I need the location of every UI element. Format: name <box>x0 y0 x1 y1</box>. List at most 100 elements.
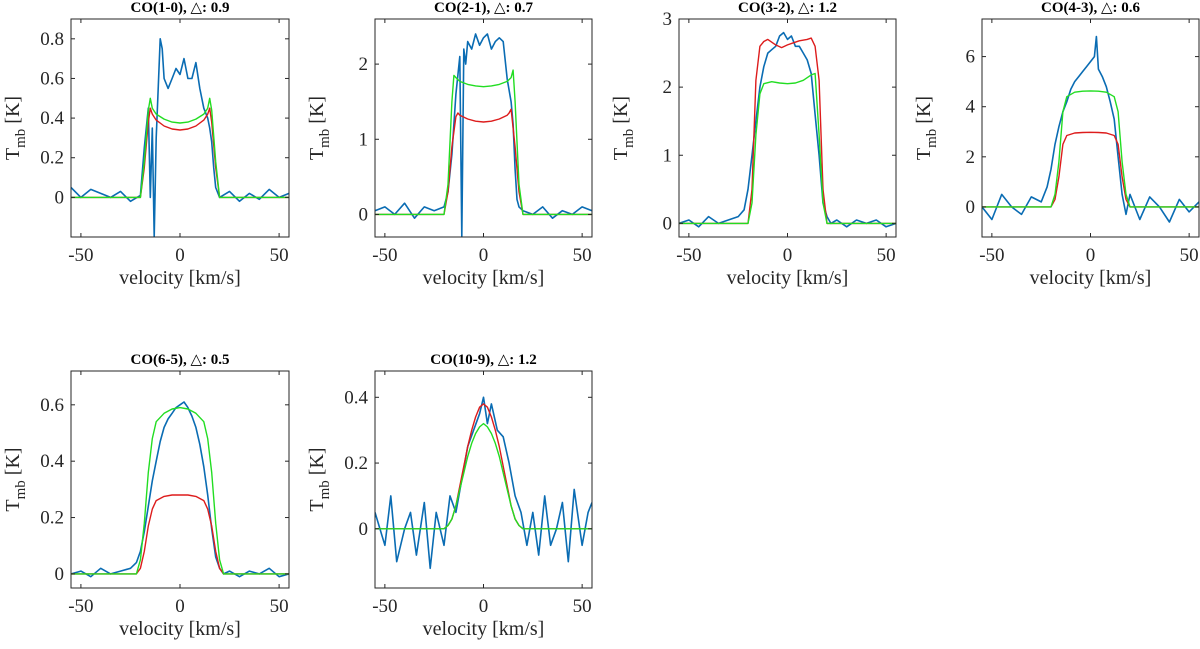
subplot-title: CO(3-2), △: 1.2 <box>738 0 837 16</box>
y-axis-label-main: T <box>610 148 632 160</box>
y-axis-label-main: T <box>306 499 328 511</box>
x-tick-label: 0 <box>783 245 793 266</box>
y-tick-label: 0.2 <box>344 453 368 474</box>
model-green-line <box>982 90 1199 208</box>
x-tick-label: -50 <box>676 245 701 266</box>
y-axis-label-subscript: mb <box>924 129 940 148</box>
model-red-line <box>71 107 289 199</box>
y-tick-label: 0.8 <box>40 29 64 50</box>
subplot-title: CO(1-0), △: 0.9 <box>130 0 229 16</box>
model-green-line <box>71 406 289 575</box>
y-axis-label-subscript: mb <box>13 480 29 499</box>
y-axis-label-unit: [K] <box>306 96 328 129</box>
y-axis-label-subscript: mb <box>317 480 333 499</box>
x-axis-label: velocity [km/s] <box>119 618 241 640</box>
y-tick-label: 0 <box>359 519 369 540</box>
x-tick-label: 0 <box>479 245 489 266</box>
observed-spectrum-line <box>71 401 289 578</box>
y-axis-label-main: T <box>306 148 328 160</box>
y-axis-label-unit: [K] <box>913 96 935 129</box>
y-axis-label: Tmb [K] <box>610 96 637 160</box>
x-tick-label: 0 <box>175 596 185 617</box>
y-tick-label: 0.2 <box>40 508 64 529</box>
y-tick-label: 2 <box>359 54 369 75</box>
x-tick-label: -50 <box>372 245 397 266</box>
x-tick-label: -50 <box>979 245 1004 266</box>
y-tick-label: 0.4 <box>40 108 64 129</box>
y-tick-label: 0 <box>55 564 65 585</box>
y-tick-label: 2 <box>966 147 976 168</box>
x-tick-label: 50 <box>270 596 289 617</box>
observed-spectrum-line <box>679 31 896 228</box>
x-axis-label: velocity [km/s] <box>119 267 241 289</box>
model-green-line <box>375 422 592 530</box>
x-tick-label: 0 <box>175 245 185 266</box>
y-tick-label: 6 <box>966 47 976 68</box>
y-tick-label: 0.2 <box>40 148 64 169</box>
axes-box <box>374 18 593 238</box>
y-axis-label: Tmb [K] <box>306 96 333 160</box>
subplot-6: CO(10-9), △: 1.2 -50 0 50 0 0.2 0.4 velocity [k… <box>306 352 593 640</box>
subplot-title: CO(10-9), △: 1.2 <box>430 352 537 368</box>
y-tick-label: 0 <box>55 187 65 208</box>
model-green-line <box>71 97 289 199</box>
x-tick-label: 50 <box>270 245 289 266</box>
y-axis-label-main: T <box>913 148 935 160</box>
y-tick-label: 0 <box>359 204 369 225</box>
subplot-4: CO(4-3), △: 0.6 -50 0 50 0 2 4 6 velocity [km/s]… <box>913 0 1200 289</box>
y-tick-label: 0.6 <box>40 395 64 416</box>
x-tick-label: 0 <box>1086 245 1096 266</box>
model-green-line <box>679 72 896 225</box>
model-red-line <box>375 108 592 216</box>
x-tick-label: -50 <box>68 596 93 617</box>
y-tick-label: 1 <box>663 145 673 166</box>
observed-spectrum-line <box>375 33 592 237</box>
axes-box <box>678 18 897 238</box>
y-tick-label: 1 <box>359 129 369 150</box>
subplot-5: CO(6-5), △: 0.5-50 0 5000.20.40.6velocity … <box>2 352 290 640</box>
y-tick-label: 0.4 <box>40 451 64 472</box>
axes-box <box>70 18 290 238</box>
x-tick-label: 50 <box>573 245 592 266</box>
y-tick-label: 2 <box>663 77 673 98</box>
model-red-line <box>679 37 896 225</box>
x-axis-label: velocity [km/s] <box>1030 267 1152 289</box>
model-red-line <box>375 403 592 530</box>
x-tick-label: 0 <box>479 596 489 617</box>
y-axis-label-main: T <box>2 148 24 160</box>
subplot-title: CO(2-1), △: 0.7 <box>434 0 534 16</box>
y-tick-label: 4 <box>966 97 976 118</box>
x-tick-label: 50 <box>573 596 592 617</box>
y-axis-label-unit: [K] <box>2 447 24 480</box>
axes-box <box>70 370 290 589</box>
y-tick-label: 3 <box>663 9 673 30</box>
x-axis-label: velocity [km/s] <box>727 267 849 289</box>
y-axis-label-unit: [K] <box>610 96 632 129</box>
x-tick-label: 50 <box>1180 245 1199 266</box>
subplot-1: CO(1-0), △: 0.9 -50 0 50 0 0.2 0.4 0.6 0.8 veloci… <box>2 0 290 289</box>
y-axis-label-subscript: mb <box>13 129 29 148</box>
y-axis-label: Tmb [K] <box>2 447 29 511</box>
subplot-title: CO(6-5), △: 0.5 <box>130 352 229 368</box>
observed-spectrum-line <box>71 37 289 237</box>
x-axis-label: velocity [km/s] <box>423 618 545 640</box>
y-axis-label: Tmb [K] <box>2 96 29 160</box>
y-axis-label-unit: [K] <box>306 447 328 480</box>
y-tick-label: 0 <box>966 197 976 218</box>
model-red-line <box>982 131 1199 208</box>
y-axis-label: Tmb [K] <box>306 447 333 511</box>
y-axis-label-main: T <box>2 499 24 511</box>
y-axis-label-subscript: mb <box>621 129 637 148</box>
x-axis-label: velocity [km/s] <box>423 267 545 289</box>
y-tick-label: 0.4 <box>344 387 368 408</box>
model-red-line <box>71 494 289 575</box>
observed-spectrum-line <box>982 35 1199 223</box>
y-axis-label-unit: [K] <box>2 96 24 129</box>
x-tick-label: 50 <box>877 245 896 266</box>
x-tick-label: -50 <box>372 596 397 617</box>
model-green-line <box>375 69 592 216</box>
axes-box <box>981 18 1200 238</box>
